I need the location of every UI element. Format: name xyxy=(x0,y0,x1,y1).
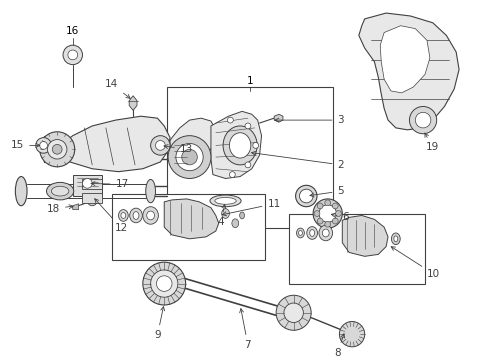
Text: 1: 1 xyxy=(246,76,253,86)
Circle shape xyxy=(40,141,48,149)
Ellipse shape xyxy=(215,198,236,204)
Ellipse shape xyxy=(392,233,400,245)
Ellipse shape xyxy=(298,230,302,235)
Ellipse shape xyxy=(47,183,74,200)
Text: 12: 12 xyxy=(95,199,128,233)
Circle shape xyxy=(410,107,437,134)
Circle shape xyxy=(68,50,77,60)
Ellipse shape xyxy=(15,176,27,206)
Ellipse shape xyxy=(310,230,315,237)
Circle shape xyxy=(176,143,203,171)
Text: 5: 5 xyxy=(310,186,344,197)
Circle shape xyxy=(325,221,331,227)
Circle shape xyxy=(317,203,323,209)
Bar xyxy=(112,194,266,260)
Ellipse shape xyxy=(121,212,126,219)
Ellipse shape xyxy=(143,207,158,224)
Ellipse shape xyxy=(133,212,139,219)
Circle shape xyxy=(229,172,235,177)
Circle shape xyxy=(48,140,67,159)
Text: 19: 19 xyxy=(425,133,440,153)
Ellipse shape xyxy=(210,195,241,207)
Ellipse shape xyxy=(319,205,337,222)
Circle shape xyxy=(63,45,82,65)
Text: 15: 15 xyxy=(11,140,40,150)
Circle shape xyxy=(416,112,431,128)
Circle shape xyxy=(143,262,186,305)
Text: 3: 3 xyxy=(275,115,344,125)
Bar xyxy=(73,175,102,196)
Circle shape xyxy=(156,276,172,291)
Ellipse shape xyxy=(51,186,69,196)
Circle shape xyxy=(253,143,259,148)
Circle shape xyxy=(168,136,211,179)
Circle shape xyxy=(40,132,74,167)
Circle shape xyxy=(276,295,311,330)
Bar xyxy=(289,213,425,284)
Text: 10: 10 xyxy=(391,247,440,279)
Bar xyxy=(82,193,102,203)
Circle shape xyxy=(150,270,178,297)
Polygon shape xyxy=(164,199,219,239)
Ellipse shape xyxy=(130,208,142,223)
Ellipse shape xyxy=(232,219,239,228)
Ellipse shape xyxy=(296,228,304,238)
Text: 9: 9 xyxy=(154,307,165,340)
Polygon shape xyxy=(170,118,216,169)
Polygon shape xyxy=(380,26,430,93)
Ellipse shape xyxy=(319,225,333,241)
Circle shape xyxy=(82,179,92,188)
Circle shape xyxy=(52,144,62,154)
Text: 14: 14 xyxy=(105,79,130,98)
Circle shape xyxy=(336,211,342,216)
Circle shape xyxy=(332,218,338,224)
Ellipse shape xyxy=(313,199,343,228)
Text: 13: 13 xyxy=(164,144,193,154)
Text: 16: 16 xyxy=(66,26,79,36)
Circle shape xyxy=(325,200,331,206)
Text: 4: 4 xyxy=(218,204,226,228)
Ellipse shape xyxy=(240,212,245,219)
Ellipse shape xyxy=(295,185,317,207)
Polygon shape xyxy=(211,111,262,179)
Ellipse shape xyxy=(146,179,155,203)
Polygon shape xyxy=(73,204,78,210)
Circle shape xyxy=(314,211,320,216)
Text: 8: 8 xyxy=(334,334,344,358)
Circle shape xyxy=(284,303,303,323)
Ellipse shape xyxy=(147,211,154,220)
Text: 2: 2 xyxy=(251,151,344,170)
Polygon shape xyxy=(274,114,283,122)
Circle shape xyxy=(317,218,323,224)
Text: 7: 7 xyxy=(240,309,251,350)
Bar xyxy=(167,87,333,228)
Polygon shape xyxy=(359,13,459,130)
Circle shape xyxy=(332,203,338,209)
Circle shape xyxy=(36,138,51,153)
Polygon shape xyxy=(53,116,170,172)
Circle shape xyxy=(227,117,233,123)
Circle shape xyxy=(155,140,165,150)
Ellipse shape xyxy=(223,126,257,165)
Ellipse shape xyxy=(299,189,313,203)
Circle shape xyxy=(245,123,251,129)
Text: 17: 17 xyxy=(91,179,129,189)
Polygon shape xyxy=(343,216,388,256)
Circle shape xyxy=(245,162,251,168)
Circle shape xyxy=(182,149,197,165)
Circle shape xyxy=(340,321,365,347)
Ellipse shape xyxy=(307,227,318,239)
Bar xyxy=(82,179,102,189)
Polygon shape xyxy=(129,96,137,111)
Ellipse shape xyxy=(394,236,398,242)
Ellipse shape xyxy=(322,229,329,237)
Circle shape xyxy=(150,136,170,155)
Text: 11: 11 xyxy=(222,199,281,216)
Ellipse shape xyxy=(221,209,229,219)
Ellipse shape xyxy=(229,133,251,158)
Circle shape xyxy=(87,196,97,206)
Text: 18: 18 xyxy=(47,204,73,213)
Ellipse shape xyxy=(119,210,128,221)
Text: 6: 6 xyxy=(331,212,349,222)
